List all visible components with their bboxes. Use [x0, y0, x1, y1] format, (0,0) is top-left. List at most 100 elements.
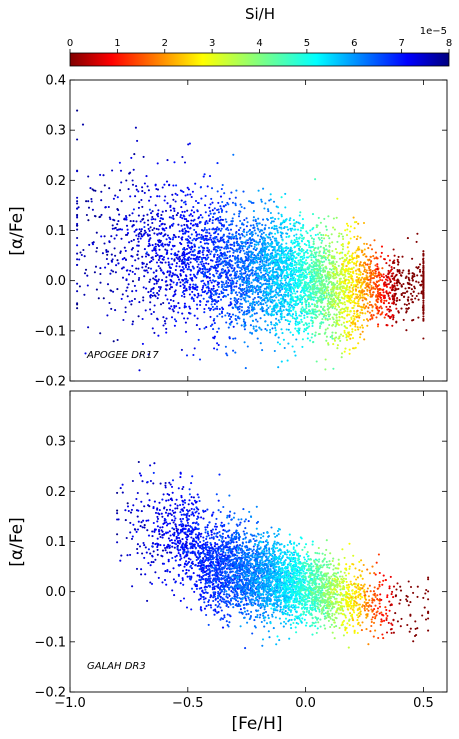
- data-point-apogee: [235, 282, 237, 284]
- data-point-apogee: [280, 314, 282, 316]
- data-point-apogee: [239, 285, 241, 287]
- data-point-apogee: [331, 332, 333, 334]
- data-point-apogee: [129, 195, 131, 197]
- data-point-apogee: [315, 234, 317, 236]
- data-point-apogee: [222, 288, 224, 290]
- data-point-apogee: [356, 238, 358, 240]
- data-point-apogee: [90, 198, 92, 200]
- data-point-apogee: [147, 271, 149, 273]
- data-point-apogee: [162, 272, 164, 274]
- data-point-apogee: [346, 234, 348, 236]
- data-point-apogee: [216, 342, 218, 344]
- data-point-apogee: [344, 280, 346, 282]
- data-point-apogee: [247, 242, 249, 244]
- data-point-apogee: [348, 250, 350, 252]
- data-point-apogee: [173, 305, 175, 307]
- data-point-apogee: [345, 259, 347, 261]
- data-point-apogee: [300, 264, 302, 266]
- data-point-apogee: [236, 250, 238, 252]
- data-point-apogee: [210, 291, 212, 293]
- data-point-apogee: [131, 249, 133, 251]
- data-point-apogee: [323, 261, 325, 263]
- data-point-apogee: [283, 309, 285, 311]
- data-point-apogee: [395, 274, 397, 276]
- data-point-apogee: [257, 229, 259, 231]
- data-point-apogee: [241, 309, 243, 311]
- data-point-apogee: [326, 296, 328, 298]
- data-point-apogee: [211, 228, 213, 230]
- data-point-apogee: [297, 229, 299, 231]
- data-point-apogee: [312, 266, 314, 268]
- data-point-apogee: [160, 269, 162, 271]
- data-point-apogee: [303, 317, 305, 319]
- data-point-apogee: [388, 302, 390, 304]
- data-point-apogee: [186, 258, 188, 260]
- data-point-apogee: [248, 244, 250, 246]
- data-point-apogee: [215, 249, 217, 251]
- data-point-apogee: [240, 259, 242, 261]
- data-point-apogee: [166, 252, 168, 254]
- data-point-apogee: [199, 301, 201, 303]
- data-point-apogee: [198, 233, 200, 235]
- data-point-apogee: [238, 229, 240, 231]
- data-point-apogee: [382, 288, 384, 290]
- data-point-apogee: [187, 231, 189, 233]
- data-point-apogee: [112, 258, 114, 260]
- data-point-apogee: [278, 337, 280, 339]
- data-point-apogee: [320, 323, 322, 325]
- data-point-apogee: [165, 210, 167, 212]
- colorbar-tick-label: 3: [209, 38, 215, 49]
- data-point-apogee: [160, 217, 162, 219]
- data-point-apogee: [238, 298, 240, 300]
- data-point-apogee: [188, 214, 190, 216]
- data-point-apogee: [388, 264, 390, 266]
- data-point-apogee: [370, 285, 372, 287]
- data-point-apogee: [308, 246, 310, 248]
- data-point-apogee: [234, 304, 236, 306]
- data-point-apogee: [173, 260, 175, 262]
- data-point-apogee: [349, 338, 351, 340]
- data-point-apogee: [349, 291, 351, 293]
- data-point-apogee: [305, 285, 307, 287]
- data-point-apogee: [177, 251, 179, 253]
- data-point-apogee: [185, 266, 187, 268]
- data-point-apogee: [143, 215, 145, 217]
- data-point-apogee: [358, 248, 360, 250]
- data-point-apogee: [328, 278, 330, 280]
- data-point-apogee: [343, 322, 345, 324]
- data-point-apogee: [221, 311, 223, 313]
- data-point-apogee: [125, 278, 127, 280]
- data-point-apogee: [143, 156, 145, 158]
- data-point-apogee: [255, 319, 257, 321]
- data-point-apogee: [150, 212, 152, 214]
- data-point-apogee: [371, 310, 373, 312]
- data-point-apogee: [279, 310, 281, 312]
- colorbar-exponent: 1e−5: [420, 26, 447, 37]
- data-point-apogee: [175, 265, 177, 267]
- data-point-apogee: [294, 273, 296, 275]
- data-point-apogee: [196, 289, 198, 291]
- data-point-apogee: [303, 237, 305, 239]
- data-point-apogee: [143, 226, 145, 228]
- data-point-apogee: [219, 274, 221, 276]
- data-point-apogee: [348, 336, 350, 338]
- data-point-apogee: [303, 273, 305, 275]
- data-point-apogee: [282, 295, 284, 297]
- data-point-apogee: [277, 268, 279, 270]
- data-point-apogee: [281, 303, 283, 305]
- data-point-apogee: [131, 225, 133, 227]
- data-point-apogee: [279, 291, 281, 293]
- data-point-apogee: [254, 313, 256, 315]
- data-point-apogee: [294, 246, 296, 248]
- data-point-apogee: [328, 311, 330, 313]
- data-point-apogee: [199, 252, 201, 254]
- data-point-apogee: [179, 285, 181, 287]
- data-point-apogee: [373, 239, 375, 241]
- data-point-apogee: [377, 290, 379, 292]
- data-point-apogee: [194, 315, 196, 317]
- data-point-apogee: [159, 288, 161, 290]
- data-point-apogee: [209, 253, 211, 255]
- data-point-apogee: [362, 273, 364, 275]
- data-point-apogee: [315, 294, 317, 296]
- data-point-apogee: [188, 306, 190, 308]
